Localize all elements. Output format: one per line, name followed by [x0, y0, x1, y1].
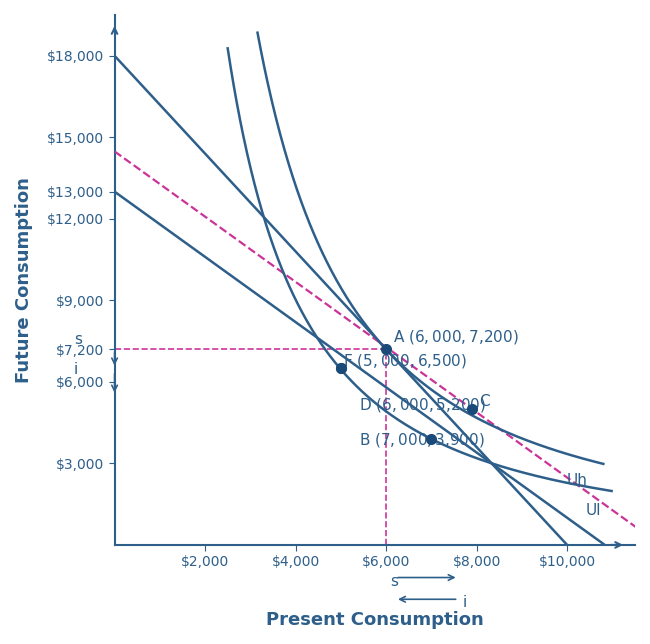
Text: F ($5,000, $6,500): F ($5,000, $6,500): [343, 352, 467, 370]
Text: A ($6,000, $7,200): A ($6,000, $7,200): [393, 328, 519, 346]
Text: s: s: [391, 574, 398, 589]
Text: s: s: [74, 332, 82, 347]
Text: i: i: [463, 596, 467, 611]
Text: D ($6,000, $5,200): D ($6,000, $5,200): [359, 395, 486, 413]
Text: Ul: Ul: [585, 503, 601, 518]
Text: C: C: [479, 394, 489, 410]
Text: Uh: Uh: [567, 473, 588, 488]
X-axis label: Present Consumption: Present Consumption: [266, 611, 484, 629]
Y-axis label: Future Consumption: Future Consumption: [15, 177, 33, 383]
Text: B ($7,000, $3,900): B ($7,000, $3,900): [359, 431, 485, 449]
Text: i: i: [74, 362, 78, 377]
